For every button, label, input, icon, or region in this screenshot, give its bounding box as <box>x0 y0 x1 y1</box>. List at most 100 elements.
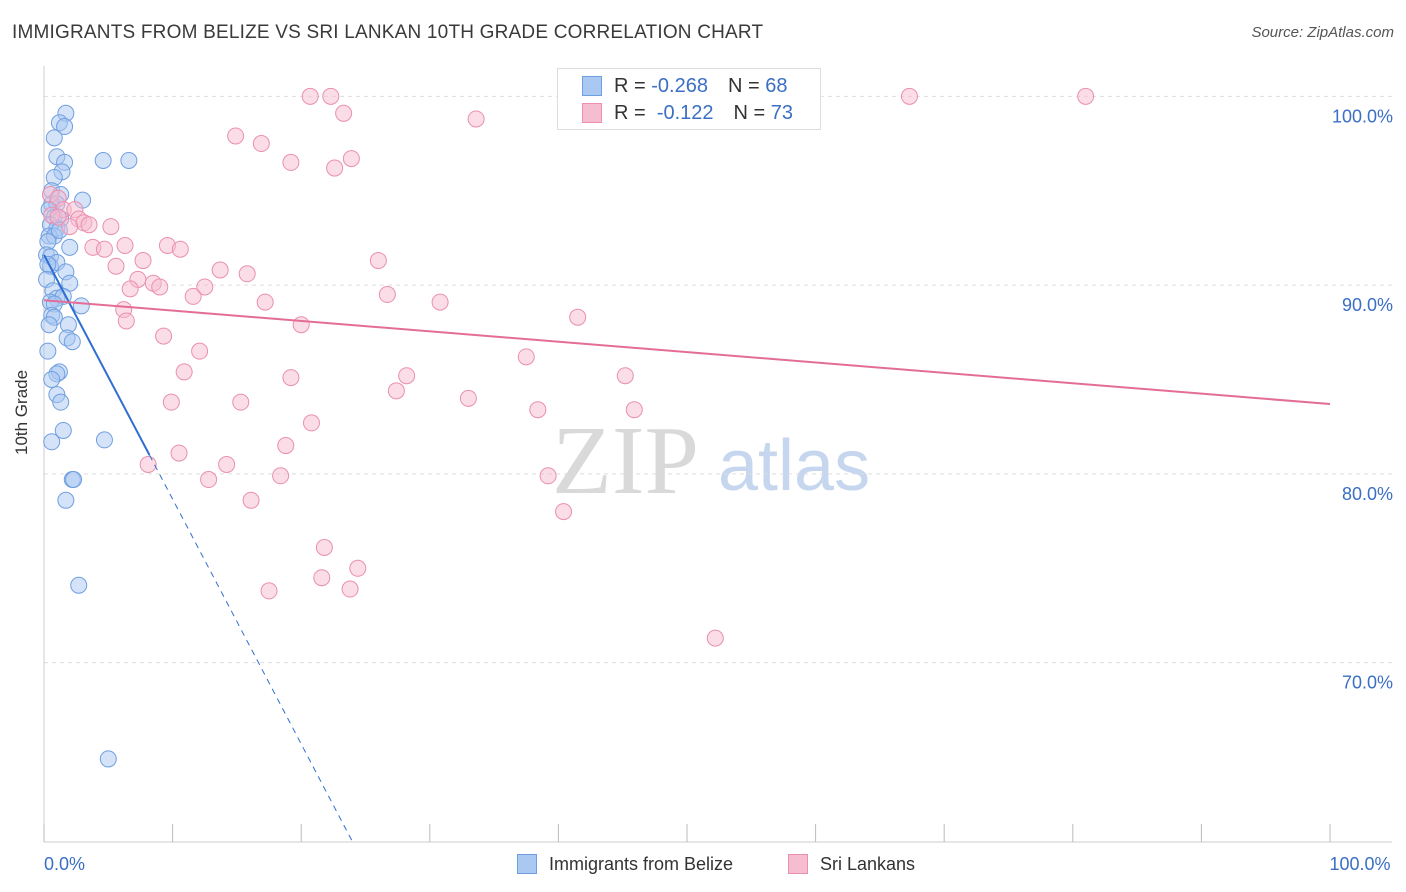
data-point-sri-lankans <box>529 401 547 419</box>
data-point-sri-lankans <box>369 252 387 270</box>
data-point-sri-lankans <box>95 240 113 258</box>
data-point-sri-lankans <box>227 127 245 145</box>
data-point-belize <box>45 129 63 147</box>
data-point-sri-lankans <box>313 569 331 587</box>
source-label: Source: ZipAtlas.com <box>1251 24 1394 41</box>
data-point-sri-lankans <box>184 287 202 305</box>
legend-swatch-pink <box>788 854 808 874</box>
data-point-sri-lankans <box>61 218 79 236</box>
x-tick-label: 100.0% <box>1329 854 1390 874</box>
data-point-sri-lankans <box>134 252 152 270</box>
data-point-belize <box>54 421 72 439</box>
data-point-belize <box>65 471 83 489</box>
data-point-belize <box>56 118 74 136</box>
data-point-belize <box>120 152 138 170</box>
data-point-sri-lankans <box>277 437 295 455</box>
legend-r-label: R = <box>614 101 646 124</box>
data-point-sri-lankans <box>252 135 270 153</box>
data-point-sri-lankans <box>1077 87 1095 105</box>
data-point-sri-lankans <box>349 559 367 577</box>
data-point-sri-lankans <box>256 293 274 311</box>
data-point-sri-lankans <box>49 208 67 226</box>
y-tick-label: 100.0% <box>1332 106 1393 126</box>
data-point-belize <box>52 393 70 411</box>
data-point-sri-lankans <box>301 87 319 105</box>
data-point-sri-lankans <box>260 582 278 600</box>
data-point-belize <box>57 491 75 509</box>
data-point-sri-lankans <box>107 257 125 275</box>
axes <box>43 66 1392 843</box>
data-point-sri-lankans <box>80 216 98 234</box>
legend-item-belize: Immigrants from Belize <box>517 850 733 878</box>
data-point-sri-lankans <box>211 261 229 279</box>
data-point-sri-lankans <box>342 150 360 168</box>
data-point-sri-lankans <box>200 471 218 489</box>
legend-r-value: -0.268 <box>651 74 708 97</box>
x-tick-label: 0.0% <box>44 854 85 874</box>
data-point-sri-lankans <box>315 539 333 557</box>
chart-title: IMMIGRANTS FROM BELIZE VS SRI LANKAN 10T… <box>12 22 764 43</box>
trend-lines <box>43 254 1331 843</box>
watermark-zip: ZIP <box>552 407 699 515</box>
data-point-sri-lankans <box>616 367 634 385</box>
legend-label: Sri Lankans <box>820 853 916 874</box>
data-point-sri-lankans <box>155 327 173 345</box>
data-point-belize <box>40 316 58 334</box>
data-point-sri-lankans <box>282 153 300 171</box>
legend-n-value: 68 <box>765 74 788 97</box>
data-point-sri-lankans <box>459 389 477 407</box>
watermark: ZIP atlas <box>552 407 870 515</box>
data-point-belize <box>63 333 81 351</box>
gridlines <box>44 95 1392 664</box>
legend-row-sri-lankans: R = -0.122 N = 73 <box>582 101 793 125</box>
data-point-sri-lankans <box>431 293 449 311</box>
data-point-sri-lankans <box>335 104 353 122</box>
data-point-belize <box>70 576 88 594</box>
y-tick-label: 90.0% <box>1342 295 1393 315</box>
legend-r-value: -0.122 <box>656 101 714 124</box>
data-point-belize <box>72 297 90 315</box>
trend-line-sri-lankans <box>43 299 1331 406</box>
data-point-sri-lankans <box>467 110 485 128</box>
data-point-sri-lankans <box>191 342 209 360</box>
data-point-sri-lankans <box>117 312 135 330</box>
data-point-sri-lankans <box>171 240 189 258</box>
data-point-belize <box>61 238 79 256</box>
data-point-sri-lankans <box>196 278 214 296</box>
data-point-sri-lankans <box>139 455 157 473</box>
legend-swatch-blue <box>517 854 537 874</box>
legend-label: Immigrants from Belize <box>549 853 734 874</box>
data-point-sri-lankans <box>539 467 557 485</box>
legend-row-belize: R = -0.268 N = 68 <box>582 74 787 98</box>
data-point-sri-lankans <box>322 87 340 105</box>
data-point-sri-lankans <box>517 348 535 366</box>
data-point-belize <box>39 342 57 360</box>
data-point-sri-lankans <box>341 580 359 598</box>
data-point-sri-lankans <box>238 265 256 283</box>
data-point-belize <box>43 370 61 388</box>
data-point-sri-lankans <box>151 278 169 296</box>
data-point-sri-lankans <box>900 87 918 105</box>
data-point-sri-lankans <box>175 363 193 381</box>
data-point-sri-lankans <box>398 367 416 385</box>
legend-swatch-blue <box>582 76 602 96</box>
series-sri-lankans <box>41 87 1095 647</box>
trend-line-belize-extrapolated <box>149 454 354 843</box>
data-point-belize <box>95 431 113 449</box>
data-point-sri-lankans <box>569 308 587 326</box>
data-point-sri-lankans <box>272 467 290 485</box>
data-point-sri-lankans <box>625 401 643 419</box>
data-point-sri-lankans <box>555 503 573 521</box>
trend-line-belize <box>43 254 151 456</box>
legend-item-sri-lankans: Sri Lankans <box>788 850 915 878</box>
data-point-sri-lankans <box>242 491 260 509</box>
data-point-sri-lankans <box>378 286 396 304</box>
data-point-belize <box>43 433 61 451</box>
legend-n-value: 73 <box>770 101 794 124</box>
data-point-belize <box>99 750 117 768</box>
data-point-sri-lankans <box>232 393 250 411</box>
data-point-sri-lankans <box>706 629 724 647</box>
tick-labels: 100.0% 90.0% 80.0% 70.0% 0.0% 100.0% <box>44 106 1393 874</box>
series-immigrants-from-belize <box>38 104 138 768</box>
